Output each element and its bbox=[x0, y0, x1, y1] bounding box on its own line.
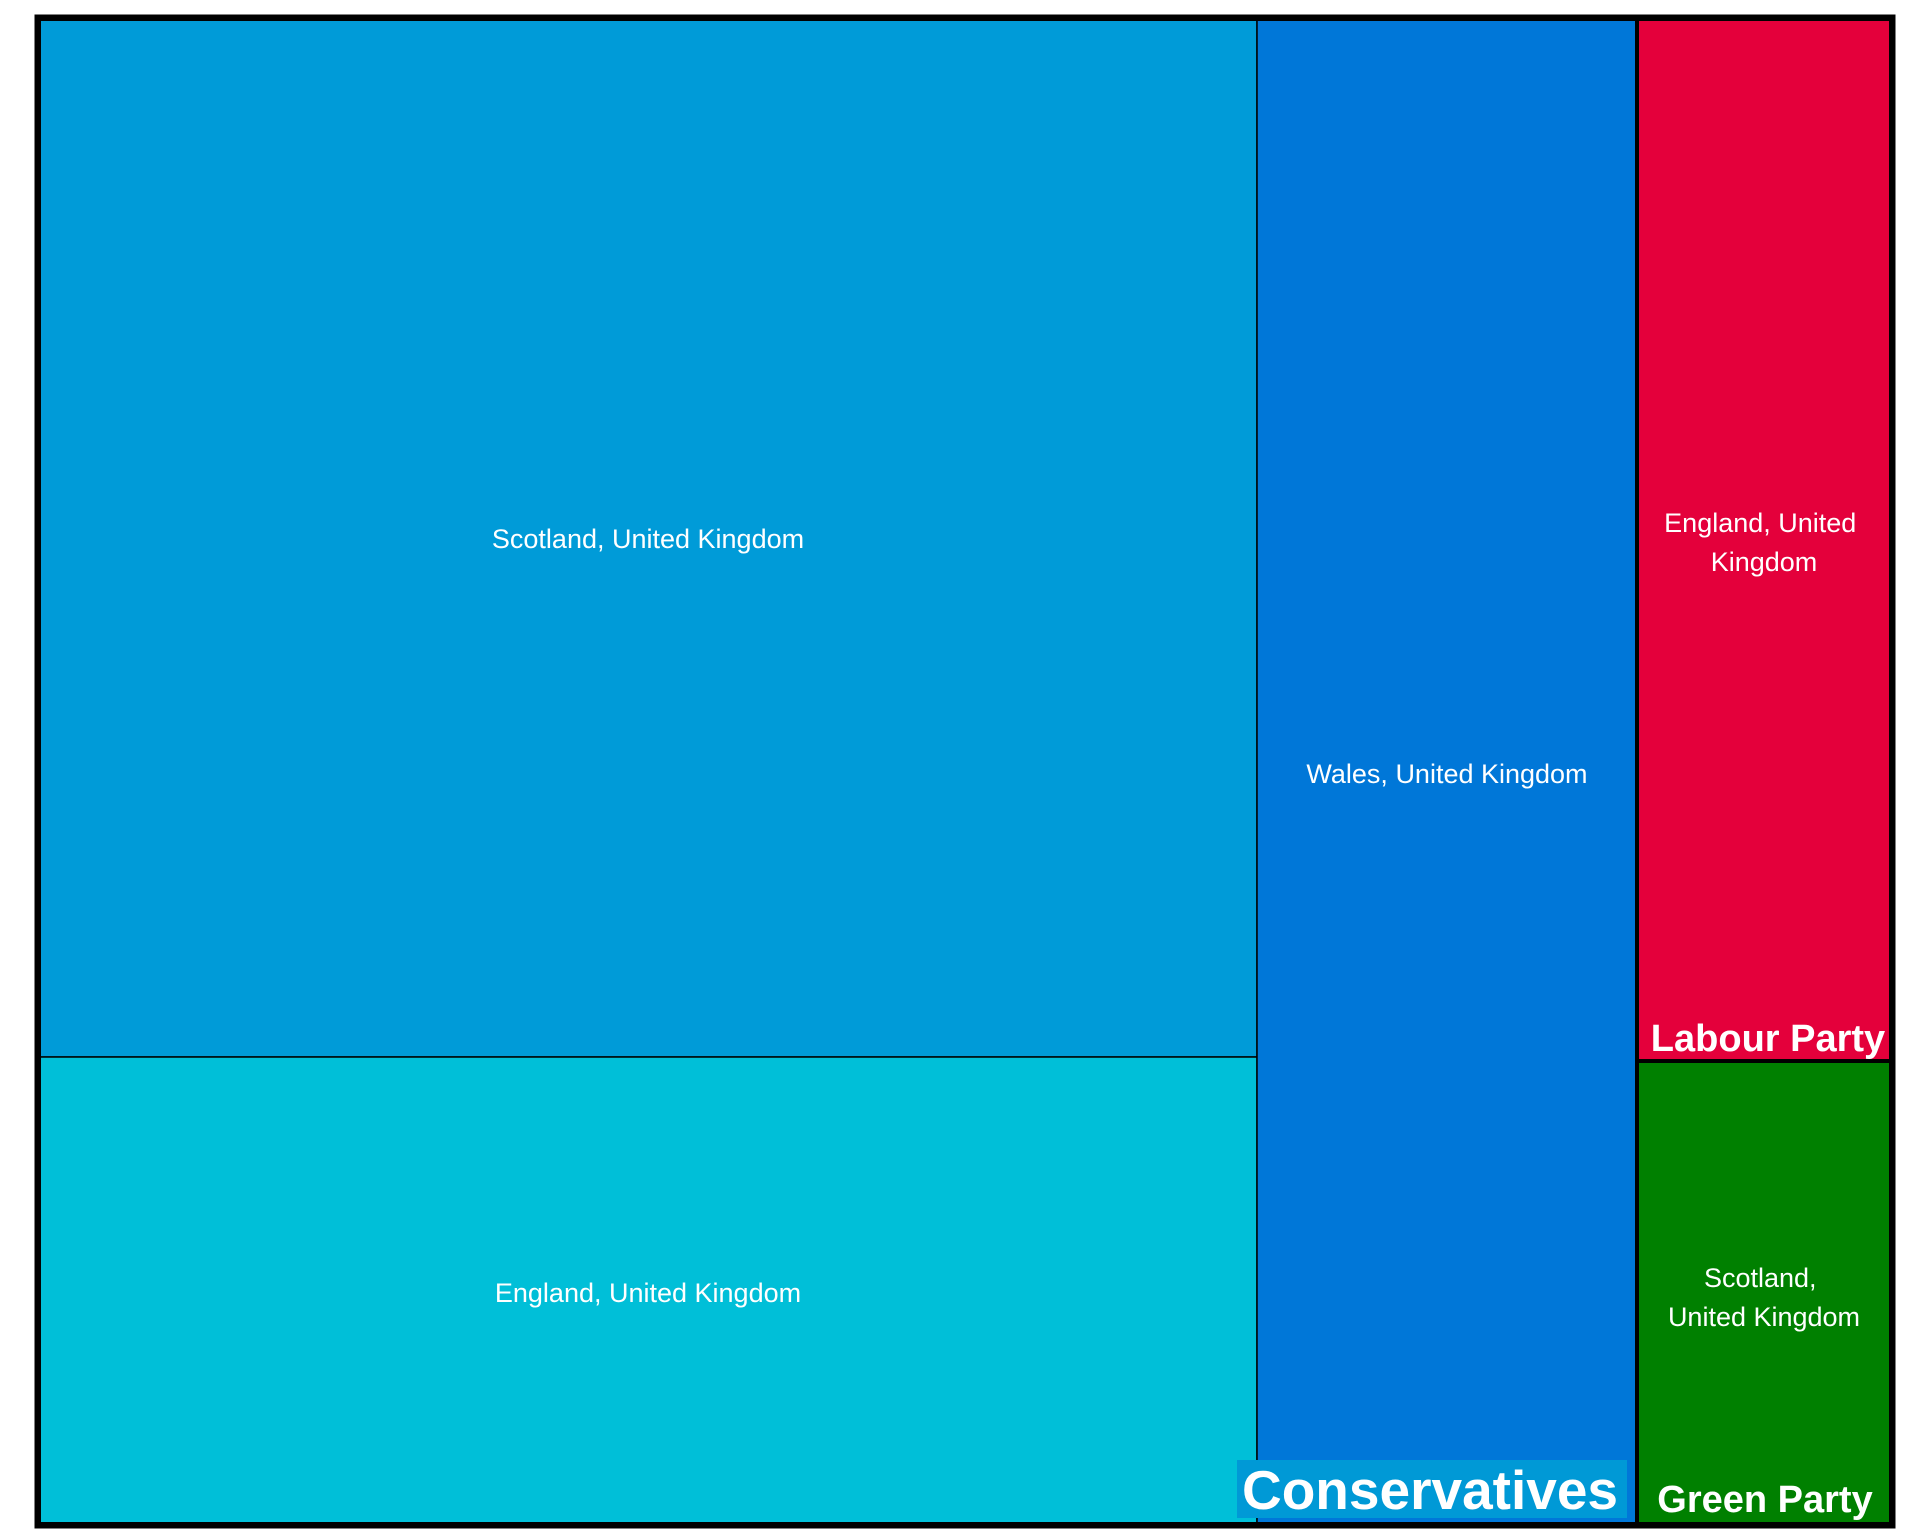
tile-conservatives-england bbox=[39, 1056, 1258, 1524]
group-label-labour: Labour Party bbox=[1651, 1018, 1885, 1060]
tile-green-scotland bbox=[1639, 1063, 1890, 1523]
tile-conservatives-scotland bbox=[39, 19, 1258, 1058]
tile-labour-england bbox=[1639, 20, 1890, 1060]
leaf-label-conservatives-scotland: Scotland, United Kingdom bbox=[492, 524, 804, 554]
chart-outer-border bbox=[34, 14, 1896, 1529]
group-label-bg-conservatives bbox=[1237, 1460, 1627, 1518]
leaf-label-labour-england: England, United Kingdom bbox=[1664, 508, 1864, 577]
group-label-conservatives: Conservatives bbox=[1242, 1459, 1618, 1521]
leaf-label-labour-england-line-1: England, United bbox=[1664, 508, 1856, 538]
leaf-label-green-scotland: Scotland, United Kingdom bbox=[1668, 1263, 1860, 1332]
leaf-label-conservatives-wales: Wales, United Kingdom bbox=[1306, 759, 1587, 789]
leaf-label-green-scotland-line-1: Scotland, bbox=[1704, 1263, 1817, 1293]
leaf-label-labour-england-line-2: Kingdom bbox=[1711, 547, 1818, 577]
leaf-label-green-scotland-line-2: United Kingdom bbox=[1668, 1302, 1860, 1332]
leaf-label-conservatives-england: England, United Kingdom bbox=[495, 1278, 801, 1308]
group-label-green: Green Party bbox=[1657, 1479, 1872, 1521]
